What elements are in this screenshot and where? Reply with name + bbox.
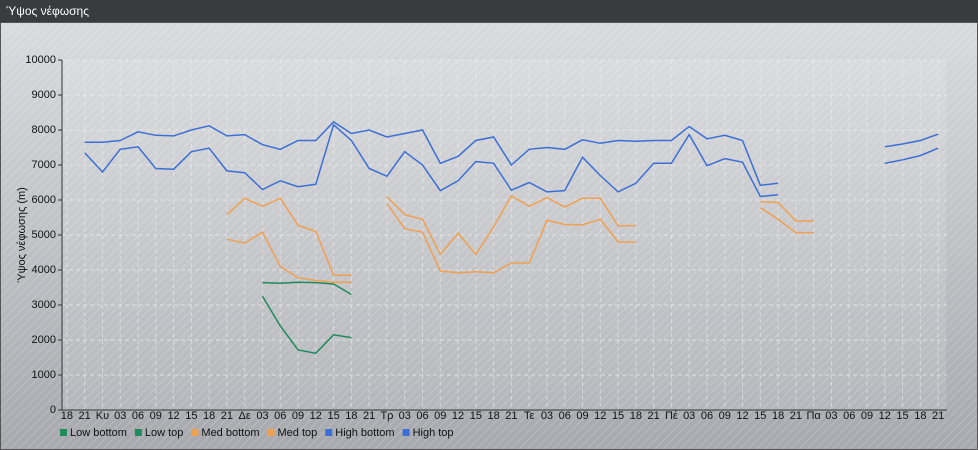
x-tick-label: 06 — [701, 410, 713, 422]
x-tick-label: 15 — [327, 410, 339, 422]
x-tick-label: 12 — [736, 410, 748, 422]
legend-label: Low top — [145, 427, 184, 439]
x-tick-label: 21 — [363, 410, 375, 422]
legend-swatch — [267, 429, 275, 436]
x-tick-label: 06 — [132, 410, 144, 422]
x-tick-label: 12 — [452, 410, 464, 422]
x-tick-label: 03 — [256, 410, 268, 422]
x-tick-label: 06 — [843, 410, 855, 422]
legend-swatch — [134, 429, 142, 436]
legend-label: Med bottom — [201, 427, 259, 439]
series-line — [262, 281, 352, 296]
y-tick-label: 10000 — [25, 54, 56, 66]
x-tick-label: 03 — [541, 410, 553, 422]
title-bar — [0, 0, 978, 22]
legend-label: Low bottom — [70, 427, 127, 439]
x-tick-label: 21 — [505, 410, 517, 422]
x-tick-label: 15 — [896, 410, 908, 422]
x-tick-label: 12 — [879, 410, 891, 422]
y-tick-label: 3000 — [32, 299, 56, 311]
x-tick-label: 12 — [167, 410, 179, 422]
x-tick-label: Δε — [239, 410, 251, 422]
legend-label: High bottom — [335, 427, 394, 439]
x-tick-label: 21 — [79, 410, 91, 422]
y-tick-label: 5000 — [32, 229, 56, 241]
x-tick-label: 09 — [434, 410, 446, 422]
y-tick-label: 2000 — [32, 334, 56, 346]
window-title: Ύψος νέφωσης — [6, 4, 89, 18]
x-tick-label: 09 — [719, 410, 731, 422]
x-tick-label: 03 — [683, 410, 695, 422]
x-tick-label: 09 — [292, 410, 304, 422]
x-tick-label: 06 — [416, 410, 428, 422]
x-tick-label: 03 — [399, 410, 411, 422]
x-tick-label: 18 — [772, 410, 784, 422]
legend-swatch — [60, 429, 67, 436]
x-tick-label: 03 — [114, 410, 126, 422]
x-tick-label: 15 — [754, 410, 766, 422]
x-tick-label: Τρ — [380, 410, 393, 422]
x-tick-label: Πα — [806, 410, 821, 422]
y-tick-label: 6000 — [32, 194, 56, 206]
x-tick-label: 18 — [914, 410, 926, 422]
x-tick-label: 12 — [310, 410, 322, 422]
x-tick-label: 18 — [487, 410, 499, 422]
x-tick-label: 18 — [630, 410, 642, 422]
x-tick-label: 15 — [470, 410, 482, 422]
y-tick-label: 1000 — [32, 369, 56, 381]
x-tick-label: 09 — [861, 410, 873, 422]
legend-swatch — [191, 429, 199, 436]
x-tick-label: 06 — [559, 410, 571, 422]
x-tick-label: 18 — [345, 410, 357, 422]
x-tick-label: Κυ — [96, 410, 109, 422]
x-tick-label: 12 — [594, 410, 606, 422]
x-tick-label: 21 — [221, 410, 233, 422]
legend-swatch — [402, 429, 410, 436]
y-tick-label: 7000 — [32, 159, 56, 171]
y-tick-label: 8000 — [32, 124, 56, 136]
x-tick-label: 03 — [825, 410, 837, 422]
x-tick-label: 21 — [790, 410, 802, 422]
legend-label: Med top — [278, 427, 318, 439]
series-line — [84, 120, 939, 187]
x-tick-label: 21 — [932, 410, 944, 422]
x-tick-label: 06 — [274, 410, 286, 422]
x-tick-label: 18 — [203, 410, 215, 422]
legend-swatch — [325, 429, 333, 436]
series-line — [226, 194, 814, 277]
y-axis-label: Ύψος νέφωσης (m) — [16, 187, 28, 283]
y-tick-label: 4000 — [32, 264, 56, 276]
x-tick-label: 09 — [576, 410, 588, 422]
x-tick-label: 21 — [648, 410, 660, 422]
series-line — [261, 295, 352, 355]
x-tick-label: 15 — [185, 410, 197, 422]
y-tick-label: 0 — [50, 404, 56, 416]
x-tick-label: Τε — [524, 410, 535, 422]
x-tick-label: 09 — [150, 410, 162, 422]
series-line — [84, 123, 939, 198]
series-line — [226, 203, 814, 284]
legend-label: High top — [413, 427, 454, 439]
y-tick-label: 9000 — [32, 89, 56, 101]
x-tick-label: 15 — [612, 410, 624, 422]
x-tick-label: Πέ — [665, 410, 678, 422]
x-tick-label: 18 — [61, 410, 73, 422]
